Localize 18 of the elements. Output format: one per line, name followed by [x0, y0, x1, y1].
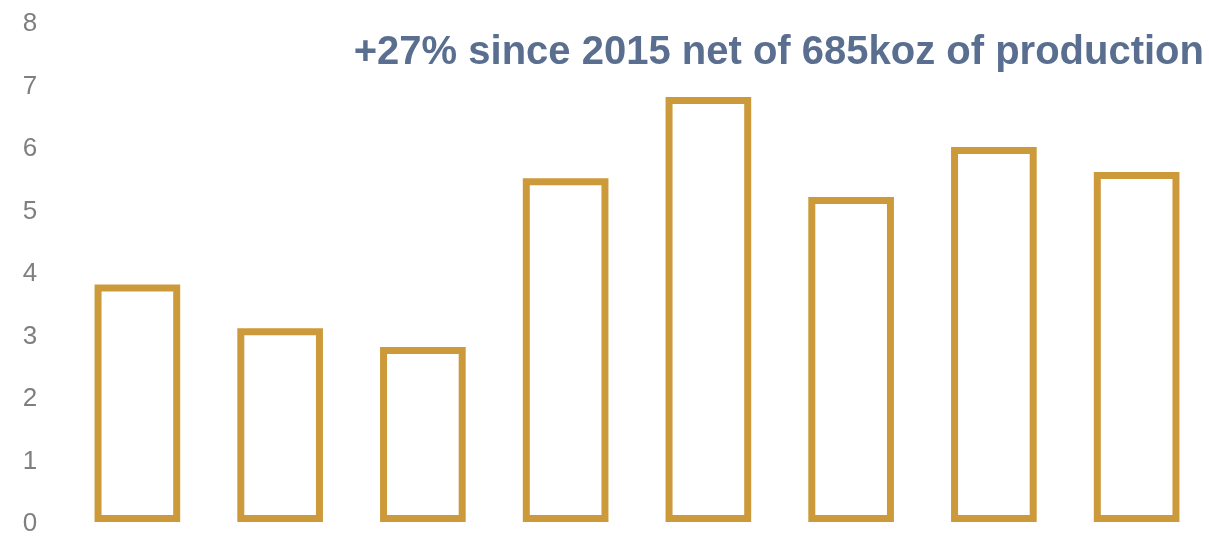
- bar: [237, 328, 323, 522]
- y-tick-label: 4: [22, 257, 38, 287]
- y-tick-label: 8: [22, 7, 38, 37]
- y-tick-label: 0: [22, 507, 38, 537]
- y-tick-label: 1: [22, 444, 38, 475]
- chart-title: +27% since 2015 net of 685koz of production: [353, 28, 1204, 72]
- y-tick-label: 5: [22, 194, 38, 225]
- y-tick-label: 2: [22, 382, 38, 412]
- bar: [951, 147, 1037, 522]
- y-tick-label: 3: [22, 319, 38, 350]
- bar: [380, 347, 466, 522]
- y-tick-label: 6: [22, 132, 38, 162]
- y-tick-label: 7: [22, 69, 38, 100]
- bar: [522, 178, 609, 522]
- bar: [1093, 172, 1180, 522]
- bar: [808, 197, 894, 522]
- bar: [94, 284, 181, 522]
- bar: [665, 97, 752, 522]
